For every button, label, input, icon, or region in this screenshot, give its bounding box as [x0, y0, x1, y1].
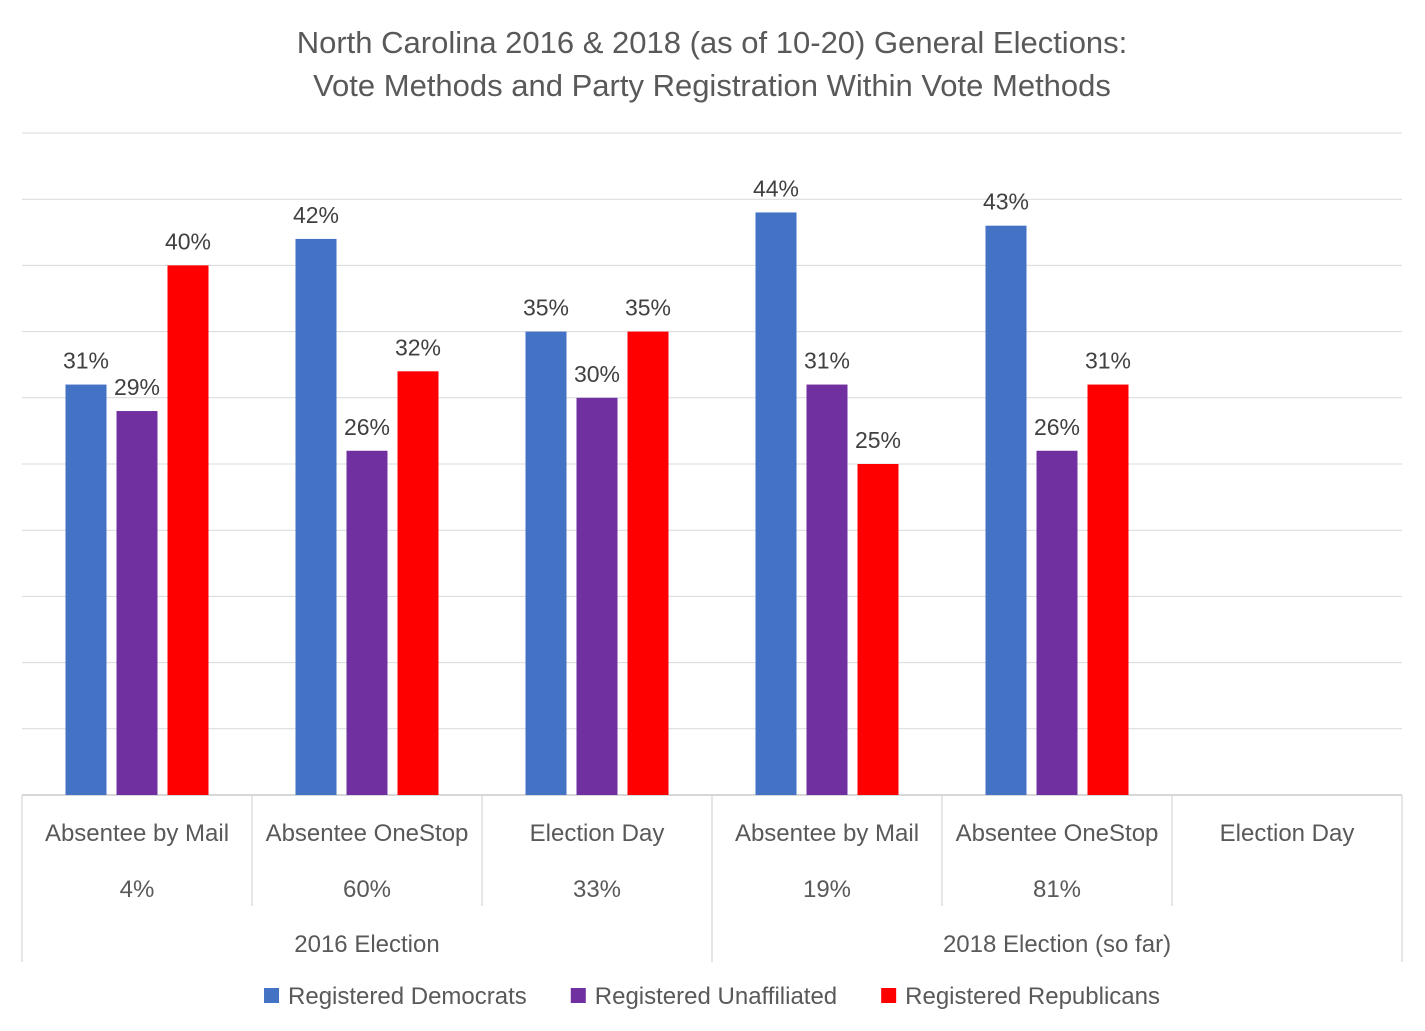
data-label: 32% [395, 334, 441, 360]
category-share-label: 19% [803, 876, 851, 903]
category-share-label: 4% [120, 876, 155, 903]
gridlines [22, 132, 1402, 796]
category-share-label: 60% [343, 876, 391, 903]
x-tick-label: Absentee by Mail [735, 820, 919, 847]
legend-label: Registered Democrats [288, 983, 527, 1010]
x-tick-label: Absentee OneStop [266, 820, 469, 847]
legend-item: Registered Democrats [264, 983, 527, 1010]
x-tick-label: Absentee by Mail [45, 820, 229, 847]
legend-swatch [881, 988, 897, 1003]
bar [295, 238, 337, 796]
bar [857, 464, 899, 795]
bar [525, 331, 567, 795]
bar [755, 212, 797, 795]
legend-label: Registered Unaffiliated [595, 983, 837, 1010]
bar [1087, 384, 1129, 795]
chart-title: North Carolina 2016 & 2018 (as of 10-20)… [297, 25, 1128, 103]
category-share-label: 33% [573, 876, 621, 903]
x-tick-label: Election Day [1220, 820, 1355, 847]
bar [1036, 450, 1078, 795]
bar [65, 384, 107, 795]
data-label: 26% [344, 414, 390, 440]
bar [627, 331, 669, 795]
bar [116, 411, 158, 795]
data-label: 31% [63, 348, 109, 374]
category-share-label: 81% [1033, 876, 1081, 903]
legend-swatch [264, 988, 280, 1003]
chart-title-line-2: Vote Methods and Party Registration With… [313, 68, 1111, 103]
legend: Registered Democrats Registered Unaffilia… [264, 983, 1160, 1010]
data-label: 26% [1034, 414, 1080, 440]
data-label: 30% [574, 361, 620, 387]
data-label: 35% [523, 295, 569, 321]
bar [167, 265, 209, 795]
group-label: 2018 Election (so far) [943, 931, 1171, 958]
data-label: 25% [855, 427, 901, 453]
data-label: 43% [983, 189, 1029, 215]
x-tick-label: Absentee OneStop [956, 820, 1159, 847]
data-label: 35% [625, 295, 671, 321]
data-labels: 31% 42% 35% 44% 43% 29% 26% 30% 31% 26% 40% 32% 35% 2… [63, 175, 1131, 453]
bar [397, 371, 439, 795]
bars [65, 212, 1129, 796]
x-tick-label: Election Day [530, 820, 665, 847]
chart-title-line-1: North Carolina 2016 & 2018 (as of 10-20)… [297, 25, 1128, 60]
legend-label: Registered Republicans [905, 983, 1160, 1010]
legend-item: Registered Unaffiliated [570, 983, 837, 1010]
data-label: 42% [293, 202, 339, 228]
data-label: 31% [1085, 348, 1131, 374]
legend-swatch [570, 988, 586, 1003]
bar [346, 450, 388, 795]
data-label: 31% [804, 348, 850, 374]
data-label: 29% [114, 374, 160, 400]
data-label: 44% [753, 175, 799, 201]
bar [806, 384, 848, 795]
data-label: 40% [165, 228, 211, 254]
legend-item: Registered Republicans [881, 983, 1160, 1010]
x-axis: Absentee by Mail 4% Absentee OneStop 60% Ele… [21, 795, 1403, 962]
bar [576, 397, 618, 795]
bar [985, 225, 1027, 795]
group-label: 2016 Election [294, 931, 439, 958]
